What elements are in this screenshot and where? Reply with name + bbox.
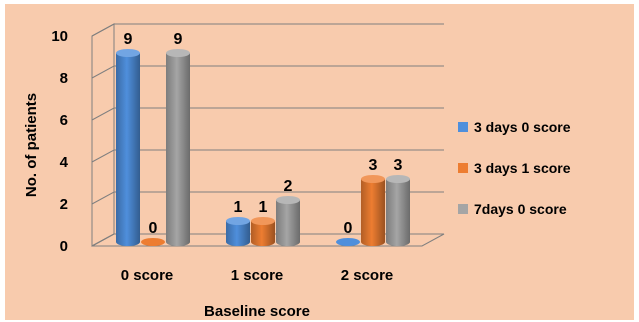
legend-swatch — [458, 163, 468, 173]
bar — [141, 238, 165, 246]
legend-item: 3 days 1 score — [458, 160, 571, 176]
gridline — [91, 23, 444, 37]
gridline — [91, 149, 444, 163]
x-tick-label: 1 score — [231, 267, 284, 284]
y-tick-label: 6 — [60, 112, 68, 129]
x-axis-ticks: 0 score 1 score 2 score — [121, 267, 394, 284]
x-tick-label: 0 score — [121, 267, 174, 284]
bars — [116, 49, 410, 246]
data-label: 0 — [344, 220, 353, 237]
chart-area — [5, 4, 634, 320]
x-axis-title: Baseline score — [204, 303, 310, 320]
bar — [276, 196, 300, 246]
gridline — [91, 107, 444, 121]
bar — [361, 175, 385, 246]
legend-label: 3 days 1 score — [474, 160, 571, 176]
legend-label: 7days 0 score — [474, 201, 567, 217]
bar — [166, 49, 190, 246]
y-tick-label: 2 — [60, 196, 68, 213]
gridline — [91, 191, 444, 205]
gridline — [91, 65, 444, 79]
data-label: 2 — [284, 178, 293, 195]
legend-swatch — [458, 204, 468, 214]
bar — [116, 49, 140, 246]
data-label: 1 — [259, 199, 268, 216]
bar — [386, 175, 410, 246]
gridlines — [91, 23, 445, 247]
legend-swatch — [458, 122, 468, 132]
y-tick-label: 10 — [51, 28, 68, 45]
data-label: 0 — [149, 220, 158, 237]
side-wall — [91, 23, 115, 247]
y-axis-ticks: 0 2 4 6 8 10 — [51, 28, 68, 255]
legend-label: 3 days 0 score — [474, 119, 571, 135]
data-label: 9 — [174, 31, 183, 48]
data-label: 3 — [369, 157, 378, 174]
legend-item: 3 days 0 score — [458, 119, 571, 135]
legend: 3 days 0 score 3 days 1 score 7days 0 scor… — [458, 119, 571, 217]
y-tick-label: 4 — [60, 154, 69, 171]
bar — [251, 217, 275, 246]
y-tick-label: 8 — [60, 70, 68, 87]
data-label: 9 — [124, 31, 133, 48]
y-tick-label: 0 — [60, 238, 68, 255]
data-label: 1 — [234, 199, 243, 216]
gridline — [91, 233, 444, 247]
legend-item: 7days 0 score — [458, 201, 567, 217]
bar — [226, 217, 250, 246]
x-tick-label: 2 score — [341, 267, 394, 284]
y-axis-title: No. of patients — [23, 93, 40, 197]
data-label: 3 — [394, 157, 403, 174]
bar — [336, 238, 360, 246]
